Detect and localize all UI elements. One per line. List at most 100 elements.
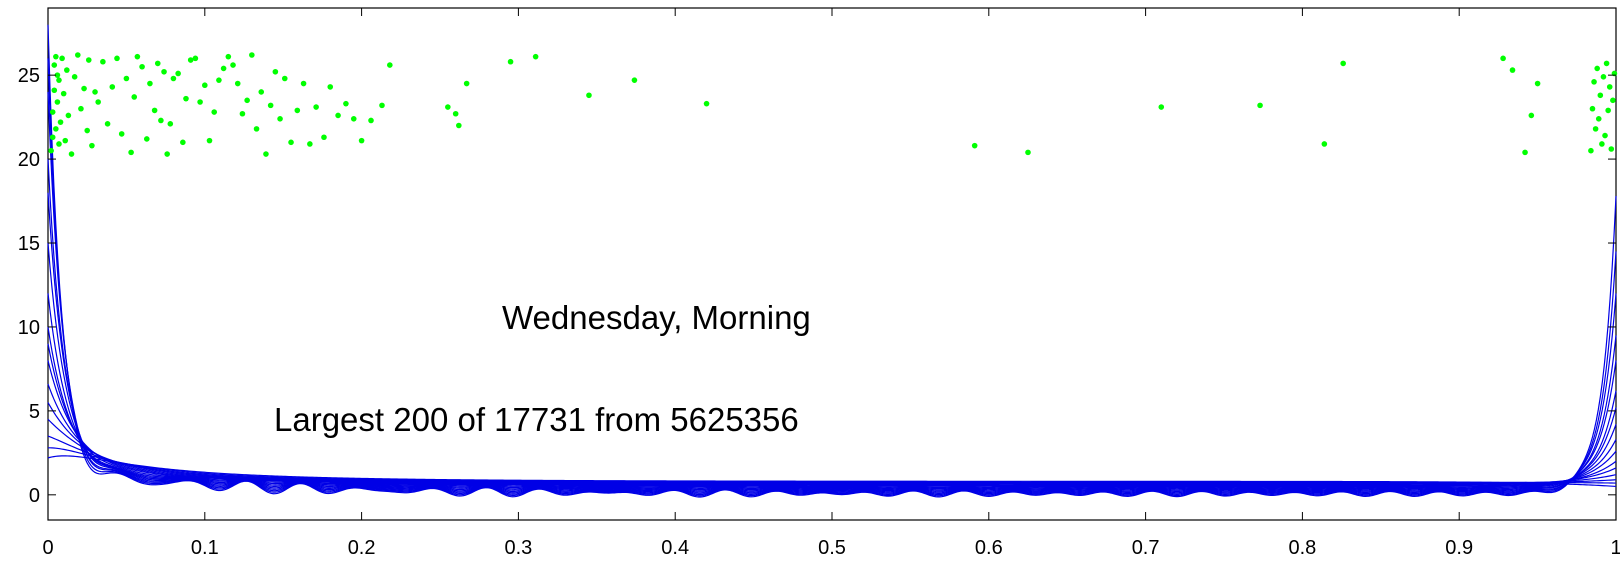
data-point: [95, 99, 101, 105]
series-curve: [47, 360, 1617, 488]
y-tick-label: 20: [18, 149, 40, 171]
data-point: [1592, 126, 1599, 132]
data-point: [167, 121, 174, 127]
data-point: [51, 62, 58, 68]
data-point: [445, 104, 451, 110]
y-tick-label: 25: [18, 65, 40, 87]
data-point: [54, 99, 61, 105]
data-point: [170, 75, 177, 82]
data-point: [1340, 60, 1346, 67]
data-point: [78, 105, 84, 112]
scatter-group: [48, 52, 1618, 157]
data-point: [631, 77, 638, 83]
data-point: [85, 57, 92, 63]
data-point: [49, 134, 56, 141]
data-point: [192, 55, 199, 62]
data-point: [313, 104, 319, 110]
data-point: [335, 112, 341, 119]
data-point: [104, 121, 111, 127]
data-point: [151, 107, 158, 114]
data-point: [225, 53, 232, 60]
data-point: [1608, 146, 1615, 152]
data-point: [307, 141, 313, 147]
data-point: [343, 100, 349, 107]
data-point: [1500, 55, 1506, 62]
data-point: [60, 90, 67, 97]
data-point: [161, 68, 167, 75]
data-point: [1588, 147, 1594, 154]
data-point: [1610, 97, 1616, 104]
data-point: [258, 89, 265, 95]
data-point: [49, 109, 56, 115]
data-point: [216, 77, 222, 83]
data-point: [1591, 79, 1597, 85]
data-point: [118, 131, 125, 137]
data-point: [277, 115, 283, 122]
data-point: [272, 68, 279, 75]
data-point: [300, 80, 307, 87]
data-point: [81, 85, 87, 92]
data-point: [89, 142, 95, 149]
data-point: [379, 102, 385, 109]
data-point: [1321, 141, 1328, 147]
data-point: [1595, 115, 1602, 122]
data-point: [53, 126, 59, 132]
data-point: [368, 117, 374, 124]
data-point: [234, 80, 241, 87]
data-point: [1158, 104, 1165, 110]
data-point: [65, 112, 72, 119]
data-point: [54, 72, 61, 78]
data-point: [1605, 107, 1611, 114]
data-point: [244, 97, 250, 104]
y-tick-label: 5: [29, 401, 40, 423]
data-point: [164, 151, 170, 157]
series-curve: [47, 383, 1617, 487]
data-point: [1509, 67, 1516, 73]
data-point: [1600, 74, 1607, 80]
data-point: [134, 53, 141, 60]
data-point: [452, 110, 459, 117]
data-point: [59, 55, 65, 62]
data-point: [1528, 112, 1535, 119]
data-point: [183, 95, 189, 102]
data-point: [154, 60, 161, 67]
data-point: [253, 126, 260, 132]
data-point: [281, 75, 288, 82]
data-point: [1602, 132, 1608, 139]
data-point: [1594, 65, 1600, 72]
data-point: [586, 92, 592, 99]
data-point: [53, 53, 59, 60]
x-tick-label: 0.6: [975, 537, 1003, 559]
data-point: [239, 110, 246, 117]
data-point: [1597, 92, 1604, 99]
data-point: [321, 134, 327, 141]
data-point: [175, 70, 181, 77]
data-point: [62, 137, 69, 144]
data-point: [249, 52, 255, 58]
data-point: [123, 75, 130, 82]
data-point: [57, 119, 64, 125]
data-point: [143, 136, 150, 142]
data-point: [263, 151, 269, 157]
data-point: [463, 80, 470, 87]
x-tick-label: 0: [42, 537, 53, 559]
data-point: [114, 55, 120, 62]
data-point: [971, 142, 978, 149]
data-point: [1606, 84, 1613, 90]
data-point: [100, 58, 106, 65]
data-point: [211, 109, 218, 115]
x-tick-label: 0.9: [1445, 537, 1473, 559]
annotation-count: Largest 200 of 17731 from 5625356: [274, 401, 799, 438]
data-point: [48, 147, 54, 154]
data-point: [56, 77, 62, 83]
x-tick-label: 0.2: [348, 537, 376, 559]
data-point: [230, 62, 236, 68]
data-point: [68, 151, 75, 157]
data-point: [158, 117, 164, 124]
series-curve: [47, 455, 1617, 488]
data-point: [220, 65, 227, 72]
data-point: [387, 62, 393, 68]
data-point: [187, 57, 194, 63]
